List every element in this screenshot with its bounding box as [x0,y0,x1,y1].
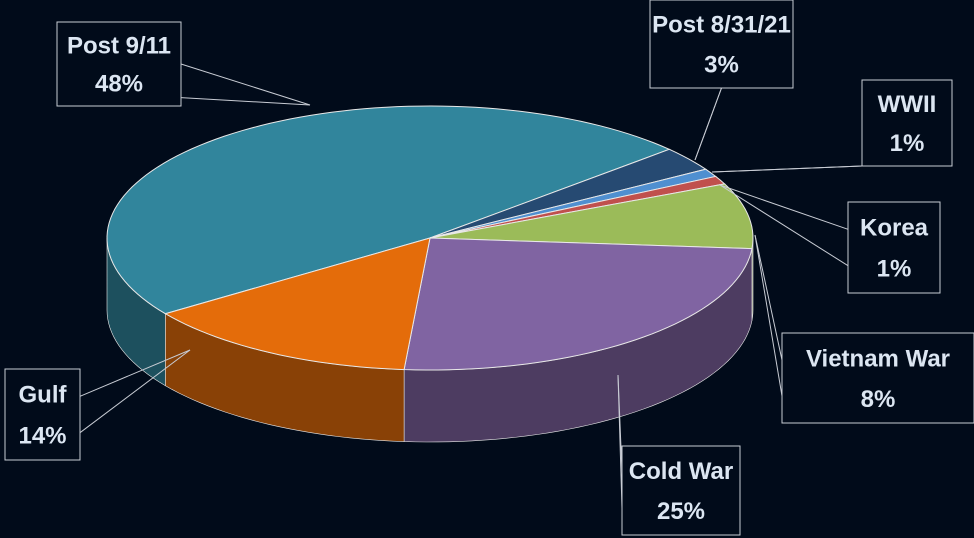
leader-line [180,97,311,106]
slice [106,105,671,315]
label-name: Post 8/31/21 [652,12,791,39]
slice [429,148,707,239]
leader-line [754,234,783,397]
label-name: Cold War [629,458,733,485]
data-label: Vietnam War 8% [754,234,974,424]
label-value: 48% [95,70,143,97]
data-label: Cold War 25% [617,374,741,536]
label-name: Vietnam War [806,345,950,372]
label-name: Post 9/11 [67,33,171,60]
data-label: WWII 1% [711,79,953,173]
label-box [649,0,794,89]
slice [403,237,753,371]
leader-line [79,349,191,397]
label-value: 14% [18,423,66,450]
leader-line [719,184,849,230]
label-value: 25% [657,498,705,525]
label-value: 8% [861,386,896,413]
side-walls [106,237,754,443]
data-label: Korea 1% [719,184,941,294]
label-box [56,21,182,107]
leader-line [694,87,722,161]
label-box [621,445,741,536]
leader-line [617,374,623,509]
slice [164,237,431,371]
leader-line [754,234,783,361]
data-label: Post 9/11 48% [56,21,311,107]
label-name: Korea [860,215,929,242]
slice [429,183,754,250]
leader-line [180,63,311,106]
label-value: 3% [704,51,739,78]
label-value: 1% [877,256,912,283]
data-label: Gulf 14% [4,349,191,461]
slices [106,105,754,371]
leader-line [79,349,191,434]
label-value: 1% [890,130,925,157]
data-label: Post 8/31/21 3% [649,0,794,161]
label-box [861,79,953,167]
leader-line [711,165,863,173]
label-box [847,201,941,294]
label-name: Gulf [19,382,68,409]
leader-line [719,184,849,267]
label-box [781,332,974,424]
label-box [4,368,81,461]
label-name: WWII [878,91,937,118]
